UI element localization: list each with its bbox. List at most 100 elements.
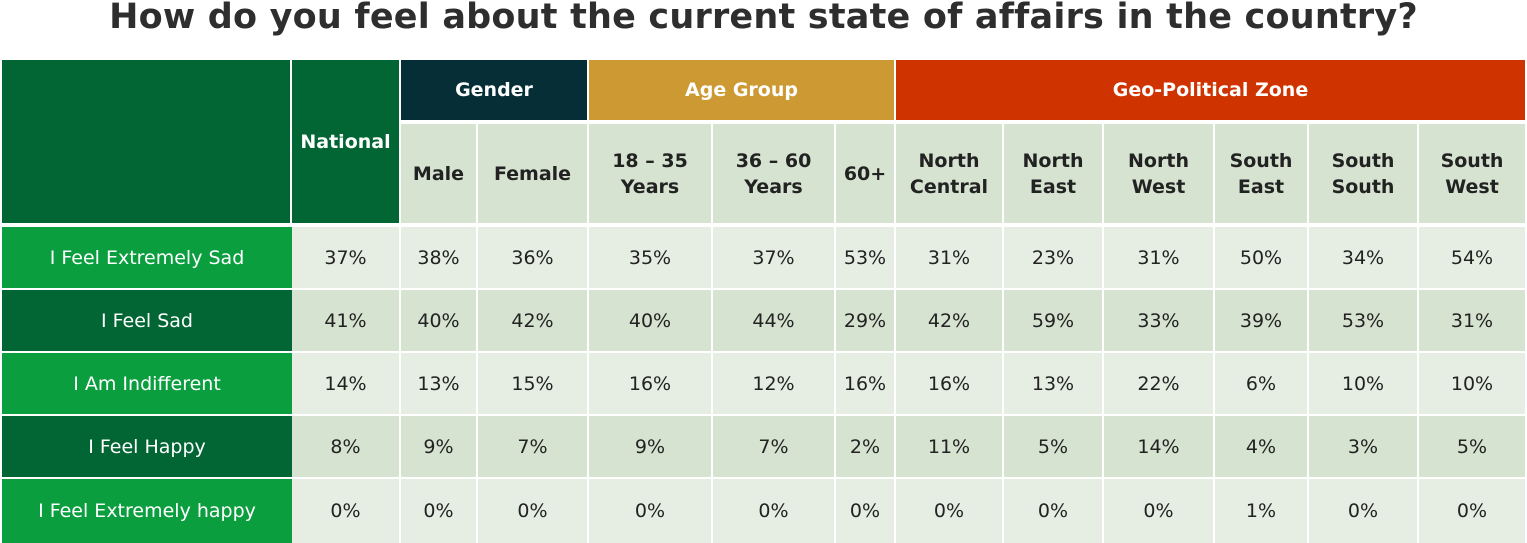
data-cell: 14% <box>1104 416 1213 477</box>
data-cell: 7% <box>478 416 587 477</box>
data-cell: 1% <box>1215 479 1307 543</box>
column-header-north-west: North West <box>1104 124 1213 223</box>
data-cell: 33% <box>1104 290 1213 351</box>
data-cell: 35% <box>589 227 711 288</box>
data-cell: 36% <box>478 227 587 288</box>
data-cell: 16% <box>589 353 711 414</box>
group-header-geo-political-zone: Geo-Political Zone <box>896 60 1525 120</box>
column-header-line-2: South <box>1331 175 1395 198</box>
column-header-line-2: Years <box>620 175 680 198</box>
data-cell: 9% <box>401 416 476 477</box>
data-cell: 7% <box>713 416 834 477</box>
column-header-line-2: East <box>1237 175 1285 198</box>
data-cell: 0% <box>836 479 894 543</box>
column-header-line-2: Years <box>744 175 803 198</box>
data-cell: 0% <box>896 479 1002 543</box>
data-cell: 3% <box>1309 416 1417 477</box>
data-cell: 53% <box>1309 290 1417 351</box>
data-cell: 15% <box>478 353 587 414</box>
column-header-line-1: Female <box>493 162 572 185</box>
data-cell: 54% <box>1419 227 1525 288</box>
data-cell: 41% <box>292 290 399 351</box>
corner-header <box>2 60 290 223</box>
group-header-age-group: Age Group <box>589 60 894 120</box>
column-header-south-south: South South <box>1309 124 1417 223</box>
data-cell: 0% <box>478 479 587 543</box>
column-header-line-1: North <box>1022 149 1084 172</box>
data-cell: 0% <box>292 479 399 543</box>
data-cell: 22% <box>1104 353 1213 414</box>
data-cell: 59% <box>1004 290 1102 351</box>
data-cell: 10% <box>1419 353 1525 414</box>
data-cell: 40% <box>401 290 476 351</box>
chart-title: How do you feel about the current state … <box>109 0 1418 37</box>
data-cell: 23% <box>1004 227 1102 288</box>
data-cell: 40% <box>589 290 711 351</box>
row-label: I Feel Extremely Sad <box>2 227 292 288</box>
data-cell: 29% <box>836 290 894 351</box>
data-cell: 31% <box>1419 290 1525 351</box>
column-header-south-east: South East <box>1215 124 1307 223</box>
column-header-north-central: North Central <box>896 124 1002 223</box>
data-cell: 42% <box>478 290 587 351</box>
data-cell: 8% <box>292 416 399 477</box>
data-cell: 39% <box>1215 290 1307 351</box>
data-cell: 31% <box>1104 227 1213 288</box>
group-header-gender: Gender <box>401 60 587 120</box>
data-cell: 34% <box>1309 227 1417 288</box>
data-cell: 6% <box>1215 353 1307 414</box>
data-cell: 50% <box>1215 227 1307 288</box>
column-header-line-1: North <box>918 149 980 172</box>
data-cell: 2% <box>836 416 894 477</box>
data-cell: 11% <box>896 416 1002 477</box>
data-cell: 9% <box>589 416 711 477</box>
data-cell: 12% <box>713 353 834 414</box>
data-cell: 44% <box>713 290 834 351</box>
column-header-line-1: South <box>1229 149 1293 172</box>
row-label: I Am Indifferent <box>2 353 292 414</box>
column-header-line-1: Male <box>412 162 465 185</box>
data-cell: 0% <box>401 479 476 543</box>
data-cell: 13% <box>1004 353 1102 414</box>
data-cell: 38% <box>401 227 476 288</box>
column-header-line-1: South <box>1440 149 1504 172</box>
data-cell: 53% <box>836 227 894 288</box>
column-header-line-2: West <box>1445 175 1499 198</box>
row-label: I Feel Extremely happy <box>2 479 292 543</box>
row-label: I Feel Sad <box>2 290 292 351</box>
data-cell: 0% <box>589 479 711 543</box>
column-header-18-35-years: 18 – 35 Years <box>589 124 711 223</box>
column-header-line-1: South <box>1331 149 1395 172</box>
data-cell: 37% <box>713 227 834 288</box>
column-header-60-: 60+ <box>836 124 894 223</box>
column-header-north-east: North East <box>1004 124 1102 223</box>
column-header-line-2: East <box>1029 175 1077 198</box>
column-header-line-1: 60+ <box>843 162 887 185</box>
data-cell: 5% <box>1419 416 1525 477</box>
column-header-line-1: 36 – 60 <box>735 149 812 172</box>
column-header-national: National <box>292 60 399 223</box>
data-cell: 13% <box>401 353 476 414</box>
data-cell: 16% <box>896 353 1002 414</box>
data-cell: 0% <box>1004 479 1102 543</box>
row-label: I Feel Happy <box>2 416 292 477</box>
data-cell: 42% <box>896 290 1002 351</box>
column-header-line-1: 18 – 35 <box>612 149 688 172</box>
data-cell: 10% <box>1309 353 1417 414</box>
column-header-line-2: West <box>1131 175 1186 198</box>
column-header-male: Male <box>401 124 476 223</box>
column-header-female: Female <box>478 124 587 223</box>
data-cell: 31% <box>896 227 1002 288</box>
column-header-line-1: North <box>1128 149 1189 172</box>
data-cell: 16% <box>836 353 894 414</box>
data-cell: 14% <box>292 353 399 414</box>
data-cell: 0% <box>1309 479 1417 543</box>
data-cell: 37% <box>292 227 399 288</box>
data-cell: 0% <box>713 479 834 543</box>
column-header-36-60-years: 36 – 60 Years <box>713 124 834 223</box>
data-cell: 4% <box>1215 416 1307 477</box>
data-cell: 0% <box>1419 479 1525 543</box>
data-cell: 0% <box>1104 479 1213 543</box>
column-header-line-2: Central <box>909 175 989 198</box>
data-cell: 5% <box>1004 416 1102 477</box>
